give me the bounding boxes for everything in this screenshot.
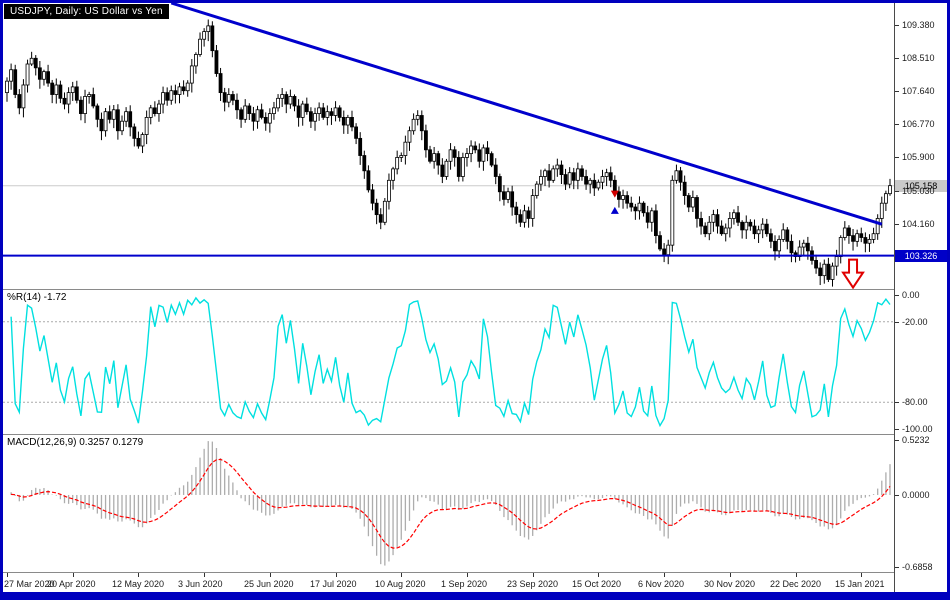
axis-tick [895, 495, 899, 496]
time-axis-label: 30 Nov 2020 [704, 579, 756, 589]
price-axis-label: 106.770 [902, 119, 935, 129]
axis-tick [895, 224, 899, 225]
down-arrow-annotation[interactable] [841, 258, 865, 289]
price-axis-label: 109.380 [902, 20, 935, 30]
macd-histogram [10, 441, 891, 566]
time-axis-tick [598, 573, 599, 577]
panel-separator[interactable] [3, 289, 947, 290]
time-axis-label: 17 Jul 2020 [310, 579, 357, 589]
time-axis-tick [336, 573, 337, 577]
macd-canvas[interactable] [3, 435, 894, 572]
price-axis-label: 105.030 [902, 186, 935, 196]
axis-tick [895, 322, 899, 323]
time-axis-tick [270, 573, 271, 577]
time-axis-label: 10 Aug 2020 [375, 579, 426, 589]
time-axis-tick [7, 573, 8, 577]
macd-label: MACD(12,26,9) 0.3257 0.1279 [7, 437, 144, 448]
price-axis[interactable]: 105.158 103.326 109.380 108.510 107.640 106… [895, 3, 947, 592]
time-axis-tick [467, 573, 468, 577]
price-axis-label: 104.160 [902, 219, 935, 229]
support-price-tag: 103.326 [895, 250, 947, 262]
panel-separator [3, 572, 947, 573]
time-axis-label: 3 Jun 2020 [178, 579, 223, 589]
axis-tick [895, 295, 899, 296]
wpr-line [10, 296, 891, 428]
time-axis-tick [664, 573, 665, 577]
price-axis-label: -80.00 [902, 397, 928, 407]
axis-divider [894, 3, 895, 592]
time-axis-label: 27 Mar 2020 [4, 579, 55, 589]
axis-tick [895, 157, 899, 158]
panel-separator[interactable] [3, 434, 947, 435]
candlestick-series [5, 19, 892, 287]
time-axis-label: 22 Dec 2020 [770, 579, 822, 589]
time-axis-label: 1 Sep 2020 [441, 579, 488, 589]
axis-tick [895, 124, 899, 125]
price-axis-label: 0.0000 [902, 490, 930, 500]
price-axis-label: 105.900 [902, 152, 935, 162]
macd-signal-line [11, 458, 891, 549]
price-axis-label: 107.640 [902, 86, 935, 96]
price-axis-label: -20.00 [902, 317, 928, 327]
axis-tick [895, 440, 899, 441]
time-axis-tick [861, 573, 862, 577]
up-marker-icon[interactable] [610, 206, 619, 214]
time-axis-label: 12 May 2020 [112, 579, 165, 589]
time-axis-label: 15 Jan 2021 [835, 579, 885, 589]
wpr-canvas[interactable] [3, 290, 894, 434]
time-axis-label: 23 Sep 2020 [507, 579, 559, 589]
time-axis-tick [533, 573, 534, 577]
down-marker-icon[interactable] [610, 190, 619, 198]
time-axis-label: 25 Jun 2020 [244, 579, 294, 589]
wpr-label: %R(14) -1.72 [7, 292, 67, 303]
time-axis-tick [204, 573, 205, 577]
time-axis-tick [730, 573, 731, 577]
time-axis-tick [138, 573, 139, 577]
axis-tick [895, 402, 899, 403]
price-axis-label: 0.5232 [902, 435, 930, 445]
axis-tick [895, 25, 899, 26]
chart-inner-area: USDJPY, Daily: US Dollar vs Yen %R(14) -… [3, 3, 947, 592]
axis-tick [895, 191, 899, 192]
main-chart-canvas[interactable] [3, 3, 894, 289]
current-price-tag: 105.158 [895, 180, 947, 192]
time-axis-label: 6 Nov 2020 [638, 579, 685, 589]
price-axis-label: -0.6858 [902, 562, 933, 572]
time-axis-tick [401, 573, 402, 577]
price-axis-label: 108.510 [902, 53, 935, 63]
trendline[interactable] [170, 3, 883, 226]
axis-tick [895, 58, 899, 59]
chart-title: USDJPY, Daily: US Dollar vs Yen [4, 4, 169, 19]
time-axis-tick [796, 573, 797, 577]
axis-tick [895, 429, 899, 430]
time-axis-label: 20 Apr 2020 [47, 579, 96, 589]
axis-tick [895, 567, 899, 568]
price-axis-label: -100.00 [902, 424, 933, 434]
time-axis[interactable]: 27 Mar 2020 20 Apr 2020 12 May 2020 3 Jun 2… [3, 573, 894, 592]
time-axis-label: 15 Oct 2020 [572, 579, 622, 589]
time-axis-tick [73, 573, 74, 577]
axis-tick [895, 91, 899, 92]
price-axis-label: 0.00 [902, 290, 920, 300]
